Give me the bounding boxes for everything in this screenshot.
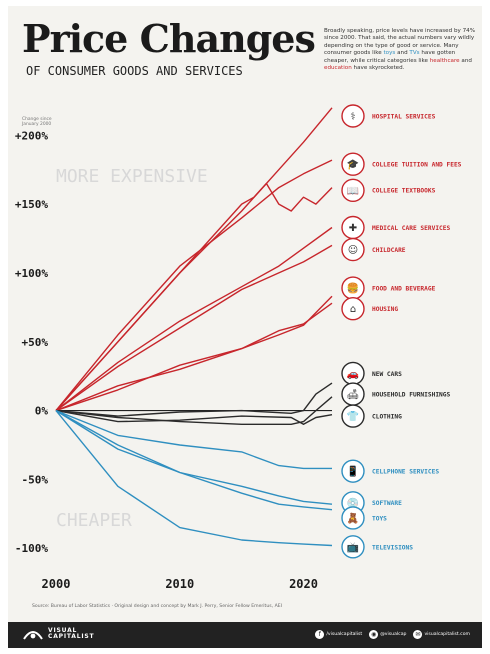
- intro-text-3: have skyrocketed.: [351, 65, 405, 72]
- series-label-food-and-beverage: FOOD AND BEVERAGE: [372, 285, 436, 292]
- social-handle-instagram[interactable]: @visualcap: [380, 632, 407, 637]
- brand-logo: VISUAL CAPITALIST: [22, 627, 94, 641]
- series-line-housing: [55, 302, 333, 412]
- region-label-cheaper: CHEAPER: [56, 510, 132, 531]
- stroller-icon-glyph: ☺: [348, 245, 358, 256]
- series-line-medical-care-services: [55, 226, 333, 412]
- car-icon-glyph: 🚗: [347, 369, 359, 380]
- television-icon: [341, 535, 365, 559]
- social-handle-website[interactable]: visualcapitalist.com: [424, 632, 470, 637]
- website-icon[interactable]: ✉: [413, 630, 423, 639]
- intro-highlight-tvs: TVs: [409, 50, 420, 57]
- graduation-cap-icon: [341, 152, 365, 176]
- shirt-icon-glyph: 👕: [347, 411, 359, 423]
- y-tick-label: +200%: [15, 129, 48, 142]
- intro-text-2: have gotten cheaper, while critical cate…: [324, 50, 456, 64]
- region-label-more-expensive: MORE EXPENSIVE: [56, 166, 208, 187]
- food-icon-glyph: 🍔: [347, 282, 359, 295]
- brand-name: VISUAL CAPITALIST: [48, 626, 95, 641]
- y-tick-label: 0%: [35, 405, 49, 418]
- series-line-household-furnishings: [55, 396, 333, 425]
- series-line-new-cars: [55, 382, 333, 417]
- series-label-hospital-services: HOSPITAL SERVICES: [372, 113, 436, 120]
- brand-mark-icon: [23, 631, 43, 640]
- television-icon-glyph: 📺: [347, 541, 359, 553]
- intro-text-1: Broadly speaking, price levels have incr…: [324, 28, 476, 57]
- house-icon-glyph: ⌂: [350, 304, 356, 315]
- social-links: f /visualcapitalist ◉ @visualcap ✉ visua…: [315, 630, 470, 639]
- series-line-childcare: [55, 244, 333, 412]
- sofa-icon-glyph: 🛋: [347, 389, 360, 401]
- x-tick-label: 2000: [42, 577, 71, 591]
- page-title: Price Changes: [22, 16, 316, 61]
- software-icon-glyph: 💿: [347, 496, 359, 509]
- intro-text-and-2: and: [459, 57, 472, 64]
- series-label-college-tuition-and-fees: COLLEGE TUITION AND FEES: [372, 162, 462, 169]
- cellphone-icon-glyph: 📱: [347, 465, 359, 478]
- facebook-icon[interactable]: f: [315, 630, 325, 639]
- textbook-icon: [341, 178, 365, 203]
- x-tick-label: 2020: [289, 577, 318, 591]
- footer-bar: VISUAL CAPITALIST f /visualcapitalist ◉ …: [8, 622, 482, 648]
- intro-highlight-toys: toys: [383, 50, 396, 57]
- shirt-icon: [341, 404, 365, 428]
- house-icon: [341, 297, 365, 321]
- graduation-cap-icon-glyph: 🎓: [347, 159, 359, 171]
- series-label-televisions: TELEVISIONS: [372, 544, 413, 551]
- social-handle-facebook[interactable]: /visualcapitalist: [326, 632, 363, 637]
- series-label-clothing: CLOTHING: [372, 413, 402, 420]
- series-line-toys: [55, 409, 333, 511]
- axis-note-line-1: Change since: [22, 116, 52, 122]
- cellphone-icon: [341, 459, 365, 483]
- brand-line-1: VISUAL: [48, 626, 78, 634]
- medical-kit-icon-glyph: ✚: [349, 223, 357, 234]
- series-label-housing: HOUSING: [372, 306, 398, 313]
- source-note: Source: Bureau of Labor Statistics · Ori…: [32, 604, 282, 609]
- series-line-televisions: [55, 410, 333, 547]
- series-label-medical-care-services: MEDICAL CARE SERVICES: [372, 225, 451, 232]
- series-line-college-tuition-and-fees: [55, 159, 333, 412]
- series-label-college-textbooks: COLLEGE TEXTBOOKS: [372, 188, 436, 195]
- y-tick-label: +100%: [15, 267, 48, 280]
- series-label-toys: TOYS: [372, 515, 387, 522]
- series-label-household-furnishings: HOUSEHOLD FURNISHINGS: [372, 391, 451, 398]
- y-tick-label: +50%: [22, 336, 49, 349]
- y-tick-label: -50%: [22, 473, 49, 486]
- series-label-software: SOFTWARE: [372, 500, 402, 507]
- intro-highlight-education: education: [324, 65, 352, 72]
- instagram-icon[interactable]: ◉: [369, 630, 379, 639]
- series-label-childcare: CHILDCARE: [372, 247, 406, 254]
- brand-line-2: CAPITALIST: [48, 633, 95, 640]
- series-line-college-textbooks: [55, 182, 333, 412]
- y-tick-label: -100%: [15, 542, 48, 555]
- series-line-cellphone-services: [55, 409, 332, 470]
- stroller-icon: [341, 237, 365, 262]
- series-line-clothing: [55, 409, 333, 425]
- y-tick-label: +150%: [15, 198, 48, 211]
- infographic: Price Changes OF CONSUMER GOODS AND SERV…: [8, 6, 482, 648]
- intro-paragraph: Broadly speaking, price levels have incr…: [324, 28, 476, 72]
- page-subtitle: OF CONSUMER GOODS AND SERVICES: [26, 64, 243, 78]
- intro-text-and: and: [395, 50, 410, 57]
- hospital-icon-glyph: ⚕: [350, 112, 355, 123]
- hospital-icon: [341, 104, 365, 128]
- series-line-software: [55, 410, 333, 505]
- axis-note-line-2: January 2000: [21, 121, 51, 127]
- toy-icon: [341, 506, 365, 530]
- series-label-new-cars: NEW CARS: [372, 371, 402, 378]
- intro-highlight-healthcare: healthcare: [429, 57, 460, 64]
- x-tick-label: 2010: [165, 577, 194, 591]
- textbook-icon-glyph: 📖: [347, 186, 359, 197]
- series-label-cellphone-services: CELLPHONE SERVICES: [372, 469, 439, 476]
- toy-icon-glyph: 🧸: [347, 511, 359, 524]
